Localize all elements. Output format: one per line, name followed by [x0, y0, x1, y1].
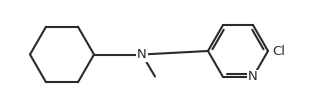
Text: N: N — [248, 70, 258, 83]
Text: Cl: Cl — [272, 45, 285, 57]
Text: N: N — [137, 48, 147, 61]
